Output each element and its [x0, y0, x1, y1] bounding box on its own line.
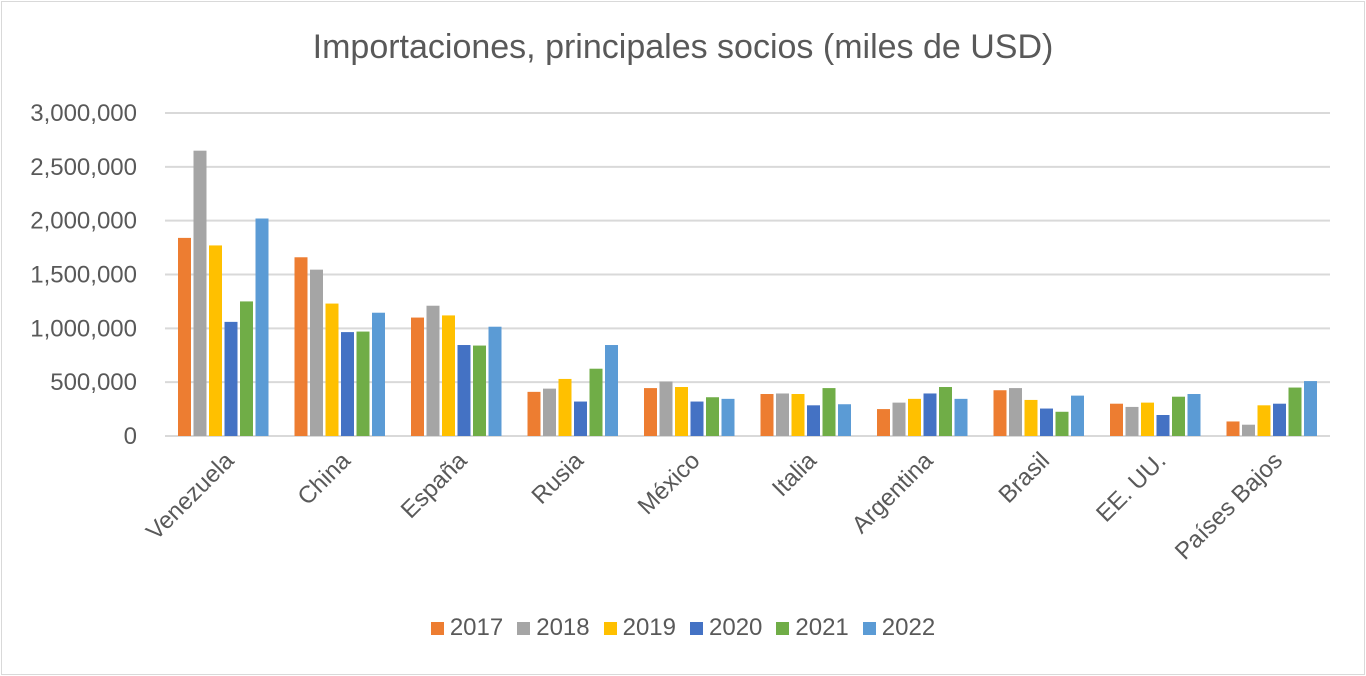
- bar-2020: [690, 401, 704, 436]
- x-tick-label: Argentina: [847, 447, 939, 539]
- bar-2018: [426, 305, 440, 436]
- bar-2019: [1024, 399, 1038, 436]
- bar-2018: [892, 402, 906, 436]
- legend-swatch: [776, 621, 790, 635]
- x-tick-label: China: [293, 447, 357, 511]
- bar-2021: [589, 368, 603, 436]
- bar-2022: [605, 345, 618, 436]
- bar-2017: [993, 390, 1007, 436]
- bar-2017: [644, 388, 657, 436]
- legend-label: 2017: [449, 614, 504, 641]
- legend: 2017 2018 2019 2020 2021 2022: [0, 614, 1366, 642]
- x-tick-label: EE. UU.: [1091, 447, 1171, 527]
- x-tick-label: México: [633, 447, 706, 520]
- legend-swatch: [517, 621, 531, 635]
- bar-2018: [310, 269, 323, 436]
- bar-2020: [1156, 415, 1170, 436]
- legend-label: 2022: [881, 614, 936, 641]
- legend-swatch: [430, 621, 444, 635]
- bar-2017: [294, 257, 308, 436]
- bar-2020: [807, 405, 820, 436]
- x-tick-label: Países Bajos: [1170, 447, 1288, 565]
- legend-item: 2019: [603, 614, 676, 642]
- bar-2021: [1172, 396, 1185, 436]
- bar-2017: [1110, 403, 1123, 436]
- bar-2022: [954, 398, 968, 436]
- y-tick-label: 2,000,000: [30, 208, 137, 235]
- y-tick-label: 500,000: [50, 369, 137, 396]
- bar-2017: [877, 409, 890, 436]
- bar-2019: [442, 315, 455, 436]
- x-tick-label: España: [396, 447, 473, 524]
- bar-2019: [1141, 402, 1154, 436]
- bar-2019: [209, 245, 222, 436]
- bar-2020: [1273, 403, 1286, 436]
- legend-label: 2018: [536, 614, 590, 641]
- y-tick-label: 0: [124, 423, 137, 450]
- x-tick-label: Venezuela: [141, 447, 240, 546]
- bar-2018: [193, 150, 207, 436]
- bar-2021: [240, 301, 253, 436]
- bar-2017: [527, 391, 541, 436]
- bar-2018: [1009, 388, 1022, 436]
- chart-title: Importaciones, principales socios (miles…: [312, 28, 1054, 66]
- bar-2018: [543, 388, 556, 436]
- bar-2021: [1055, 411, 1069, 436]
- bar-2020: [923, 393, 937, 436]
- bar-2019: [558, 378, 572, 436]
- legend-item: 2020: [690, 614, 762, 642]
- bar-2022: [721, 398, 735, 436]
- bar-2020: [1040, 408, 1053, 436]
- x-tick-label: Rusia: [527, 447, 590, 510]
- bar-2022: [1304, 381, 1317, 436]
- bar-2019: [675, 387, 688, 436]
- bar-2017: [760, 394, 774, 436]
- legend-label: 2019: [622, 614, 676, 641]
- bar-2022: [838, 404, 851, 436]
- bar-2021: [822, 388, 836, 436]
- bar-2020: [224, 321, 238, 436]
- bar-2020: [341, 332, 354, 436]
- bar-2019: [1257, 405, 1271, 436]
- bar-2017: [178, 237, 191, 436]
- bar-2020: [457, 345, 471, 436]
- bar-2021: [1288, 387, 1302, 436]
- bar-2020: [574, 401, 587, 436]
- bar-2022: [488, 326, 502, 436]
- bar-2022: [1187, 394, 1201, 436]
- legend-item: 2022: [862, 614, 936, 642]
- bar-2019: [791, 394, 805, 436]
- y-tick-label: 1,500,000: [30, 262, 137, 289]
- bar-2017: [411, 317, 424, 436]
- y-tick-label: 3,000,000: [30, 100, 137, 127]
- bar-2017: [1226, 421, 1240, 436]
- bar-2018: [1242, 424, 1255, 436]
- legend-swatch: [862, 621, 876, 635]
- bar-2018: [1125, 406, 1139, 436]
- legend-swatch: [690, 621, 703, 635]
- bar-2022: [255, 218, 269, 436]
- bar-2018: [659, 381, 673, 436]
- legend-label: 2020: [709, 614, 763, 641]
- legend-item: 2017: [430, 614, 504, 642]
- bar-2022: [1071, 395, 1084, 436]
- bar-2021: [356, 331, 370, 436]
- bar-2019: [325, 303, 339, 436]
- y-tick-label: 2,500,000: [30, 154, 137, 181]
- x-tick-label: Brasil: [993, 447, 1055, 509]
- y-tick-label: 1,000,000: [30, 315, 137, 342]
- bar-2019: [908, 398, 921, 436]
- bar-2021: [473, 345, 486, 436]
- bar-2018: [776, 393, 789, 436]
- bar-2022: [372, 312, 385, 436]
- legend-item: 2021: [776, 614, 849, 642]
- legend-label: 2021: [795, 614, 849, 641]
- x-tick-label: Italia: [767, 447, 822, 502]
- bar-2021: [939, 387, 952, 436]
- legend-swatch: [603, 621, 617, 635]
- bar-2021: [706, 397, 719, 436]
- legend-item: 2018: [517, 614, 590, 642]
